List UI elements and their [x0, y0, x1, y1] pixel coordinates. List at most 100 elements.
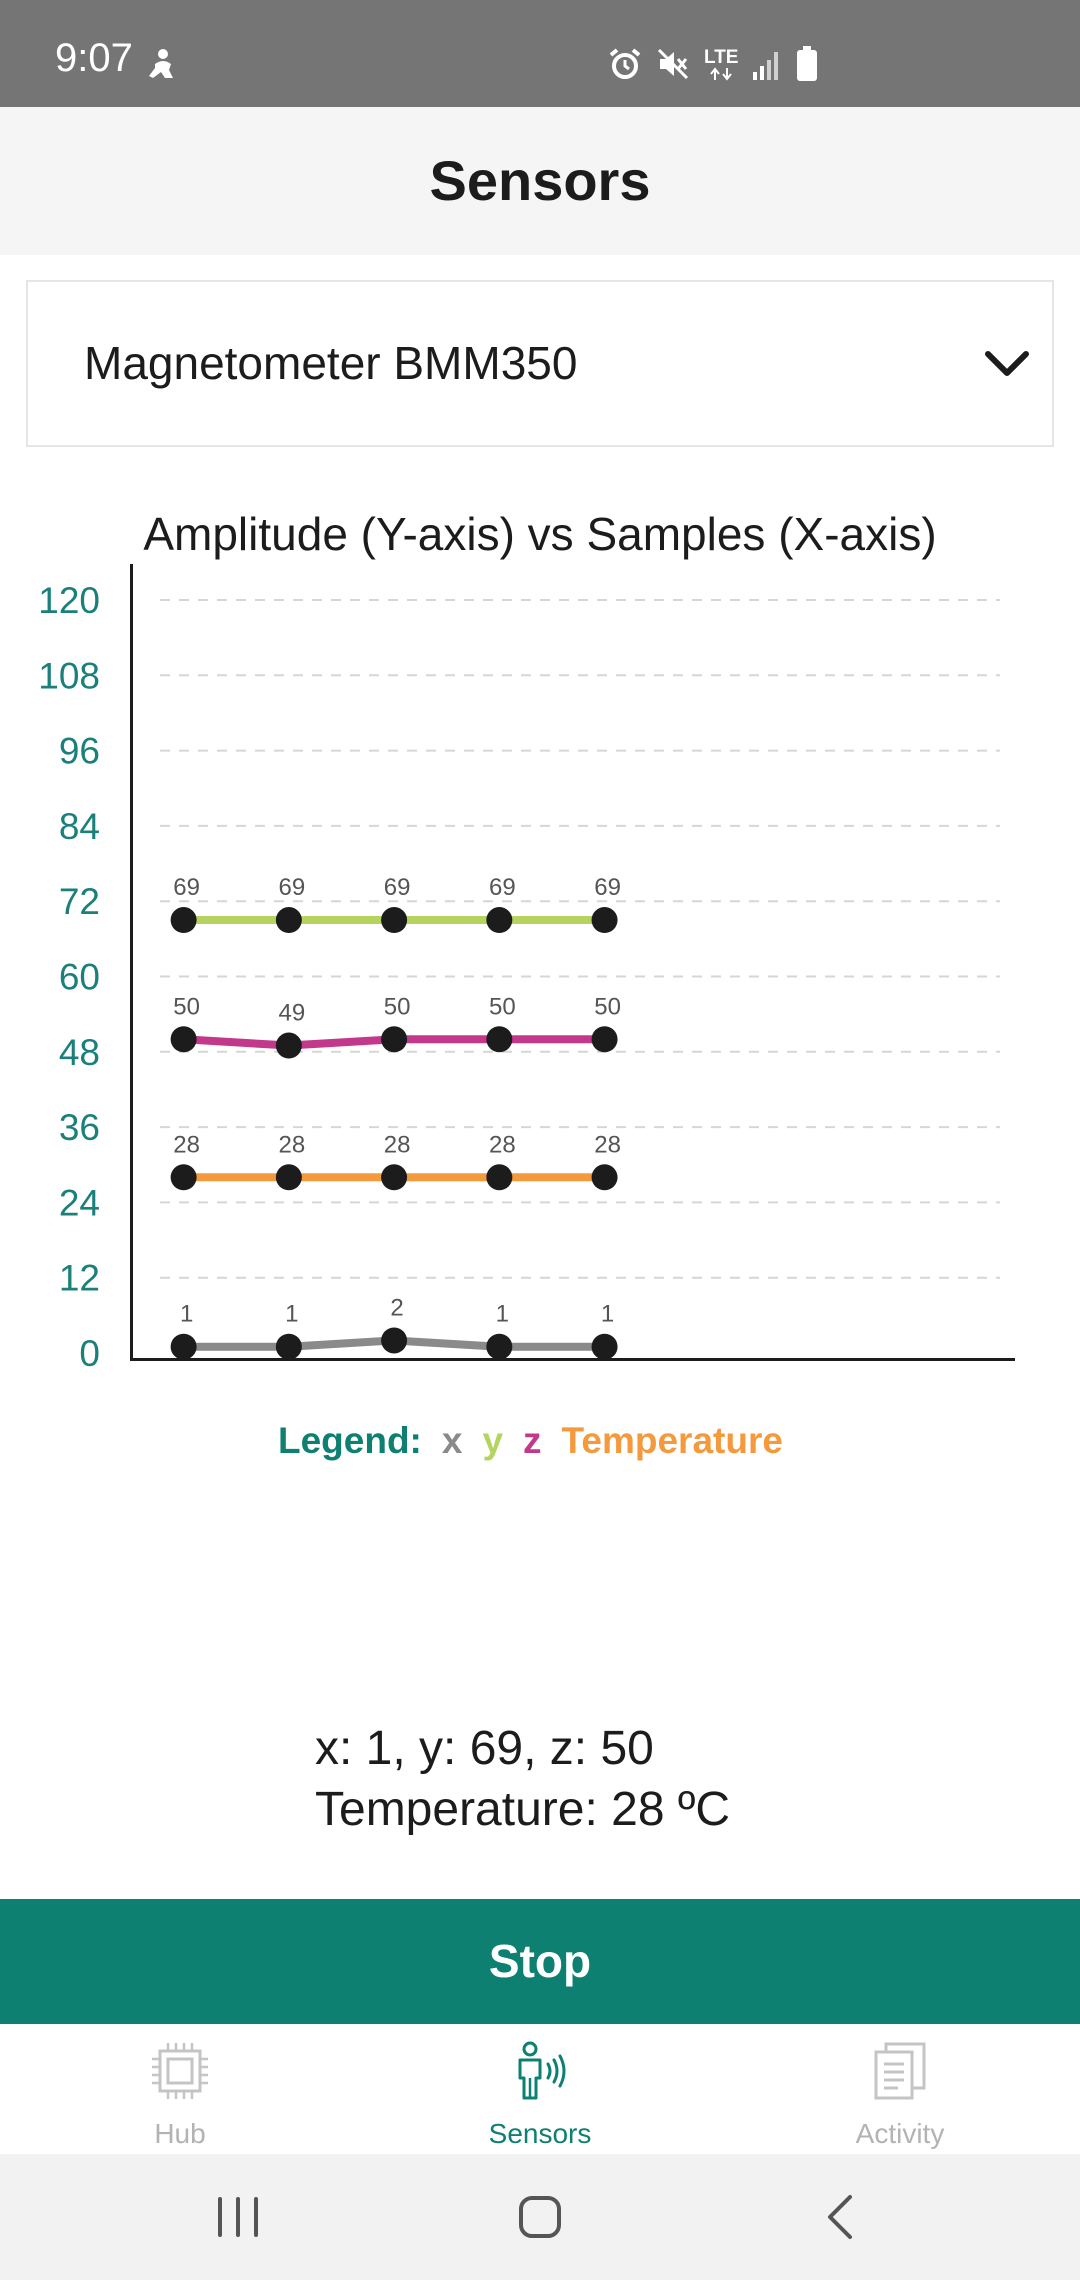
data-label: 28	[489, 1131, 516, 1158]
chart-axes	[130, 564, 1015, 1361]
data-label: 50	[594, 993, 621, 1020]
data-label: 28	[279, 1131, 306, 1158]
nav-item-activity[interactable]: Activity	[720, 2024, 1080, 2154]
data-label: 1	[180, 1301, 193, 1328]
data-point	[591, 907, 618, 934]
y-tick-label: 60	[59, 957, 100, 998]
y-tick-label: 0	[79, 1333, 100, 1374]
data-point	[170, 1026, 197, 1053]
app-header: Sensors	[0, 107, 1080, 255]
y-tick-label: 36	[59, 1107, 100, 1148]
person-sensor-icon	[518, 2041, 566, 2100]
chart-grid	[160, 599, 1000, 1279]
nav-label-activity: Activity	[855, 2118, 945, 2149]
series-z: 50 49 50 50 50	[170, 993, 621, 1059]
alarm-icon	[609, 48, 641, 79]
home-icon[interactable]	[510, 2187, 570, 2247]
legend-entry-y: y	[482, 1420, 503, 1461]
battery-icon	[797, 46, 818, 81]
mute-icon	[657, 48, 689, 80]
system-nav-bar	[0, 2154, 1080, 2280]
lte-icon: LTE	[704, 48, 738, 81]
nav-item-hub[interactable]: Hub	[0, 2024, 360, 2154]
series-x: 1 1 2 1 1	[170, 1294, 618, 1360]
data-label: 49	[279, 1000, 306, 1027]
data-point	[381, 907, 408, 934]
data-point	[591, 1026, 618, 1053]
page-title: Sensors	[429, 149, 651, 212]
data-point	[381, 1026, 408, 1053]
legend-entry-temperature: Temperature	[562, 1420, 783, 1461]
status-time: 9:07	[55, 36, 133, 80]
y-tick-label: 108	[38, 655, 100, 696]
y-tick-label: 12	[59, 1258, 100, 1299]
data-label: 69	[173, 874, 200, 901]
data-label: 28	[384, 1131, 411, 1158]
data-point	[486, 1333, 513, 1360]
series-temperature: 28 28 28 28 28	[170, 1131, 621, 1191]
nav-label-hub: Hub	[154, 2118, 206, 2149]
data-label: 50	[173, 993, 200, 1020]
data-point	[275, 1032, 302, 1059]
data-point	[275, 1333, 302, 1360]
signal-icon	[753, 52, 779, 80]
data-arrows-icon	[710, 66, 733, 81]
y-tick-label: 24	[59, 1182, 100, 1223]
legend-title: Legend:	[278, 1420, 422, 1461]
data-label: 69	[594, 874, 621, 901]
legend-entry-z: z	[523, 1420, 542, 1461]
data-point	[170, 907, 197, 934]
data-point	[275, 907, 302, 934]
readout-xyz: x: 1, y: 69, z: 50	[315, 1722, 654, 1775]
chip-icon	[152, 2043, 208, 2099]
legend-entry-x: x	[442, 1420, 463, 1461]
data-label: 28	[594, 1131, 621, 1158]
data-label: 69	[489, 874, 516, 901]
status-icons: LTE	[608, 44, 818, 84]
lte-label: LTE	[704, 46, 739, 68]
data-label: 1	[601, 1301, 614, 1328]
nav-item-sensors[interactable]: Sensors	[360, 2024, 720, 2154]
chevron-down-icon	[985, 351, 1029, 376]
recent-apps-icon[interactable]	[208, 2187, 268, 2247]
documents-icon	[874, 2042, 926, 2100]
sensor-select-dropdown[interactable]: Magnetometer BMM350	[26, 280, 1054, 447]
y-tick-label: 96	[59, 731, 100, 772]
data-label: 69	[384, 874, 411, 901]
data-point	[381, 1164, 408, 1191]
data-point	[486, 907, 513, 934]
data-point	[170, 1164, 197, 1191]
data-point	[486, 1164, 513, 1191]
data-point	[170, 1333, 197, 1360]
series-y: 69 69 69 69 69	[170, 874, 621, 934]
y-tick-label: 120	[38, 580, 100, 621]
back-icon[interactable]	[812, 2187, 872, 2247]
data-point	[381, 1327, 408, 1354]
data-label: 1	[496, 1301, 509, 1328]
data-point	[486, 1026, 513, 1053]
stop-button[interactable]: Stop	[0, 1899, 1080, 2024]
data-point	[591, 1164, 618, 1191]
data-label: 50	[384, 993, 411, 1020]
data-label: 1	[285, 1301, 298, 1328]
person-notification-icon	[149, 49, 173, 78]
data-point	[275, 1164, 302, 1191]
data-point	[591, 1333, 618, 1360]
y-tick-label: 84	[59, 806, 100, 847]
y-tick-label: 72	[59, 881, 100, 922]
data-label: 2	[390, 1294, 403, 1321]
chart-title: Amplitude (Y-axis) vs Samples (X-axis)	[143, 508, 936, 560]
amplitude-chart: Amplitude (Y-axis) vs Samples (X-axis) 0…	[38, 508, 1015, 1461]
nav-label-sensors: Sensors	[488, 2118, 592, 2149]
data-label: 50	[489, 993, 516, 1020]
sensor-readout: x: 1, y: 69, z: 50 Temperature: 28 ºC	[315, 1718, 730, 1840]
data-label: 28	[173, 1131, 200, 1158]
chart-legend: Legend: x y z Temperature	[278, 1420, 783, 1461]
bottom-nav: Hub Sensors Activity	[0, 2024, 1080, 2154]
y-axis-ticks: 0 12 24 36 48 60 72 84 96 108 120	[38, 580, 100, 1374]
y-tick-label: 48	[59, 1032, 100, 1073]
status-bar: 9:07 LTE	[0, 0, 1080, 107]
sensor-select-value: Magnetometer BMM350	[84, 337, 578, 389]
readout-temperature: Temperature: 28 ºC	[315, 1783, 731, 1836]
data-label: 69	[279, 874, 306, 901]
